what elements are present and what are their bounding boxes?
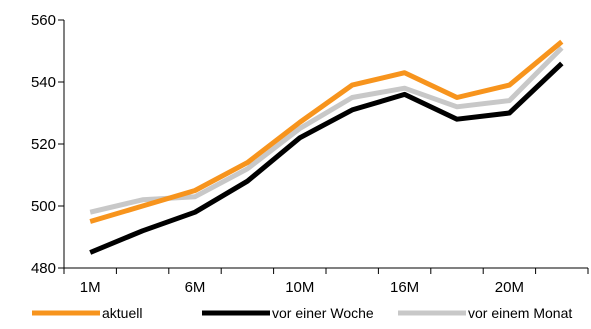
series-line-aktuell [89,39,564,224]
y-tick-label: 560 [31,12,56,29]
x-tick-label: 6M [185,279,206,296]
legend-label: vor einem Monat [468,305,572,321]
x-tick-label: 1M [80,279,101,296]
y-tick-label: 500 [31,198,56,215]
legend-label: vor einer Woche [272,305,374,321]
x-tick-label: 16M [390,279,419,296]
y-tick-label: 520 [31,136,56,153]
x-axis: 1M 6M 10M 16M 20M [63,267,589,296]
legend: aktuell vor einer Woche vor einem Monat [32,305,572,321]
legend-label: aktuell [102,305,142,321]
x-tick-label: 10M [285,279,314,296]
series-line-vor-einer-woche [89,61,564,255]
y-axis: 480 500 520 540 560 [31,12,65,277]
series-line-vor-einem-monat [89,46,564,215]
y-tick-label: 480 [31,260,56,277]
series-lines [89,39,564,255]
x-tick-label: 20M [495,279,524,296]
y-tick-label: 540 [31,74,56,91]
